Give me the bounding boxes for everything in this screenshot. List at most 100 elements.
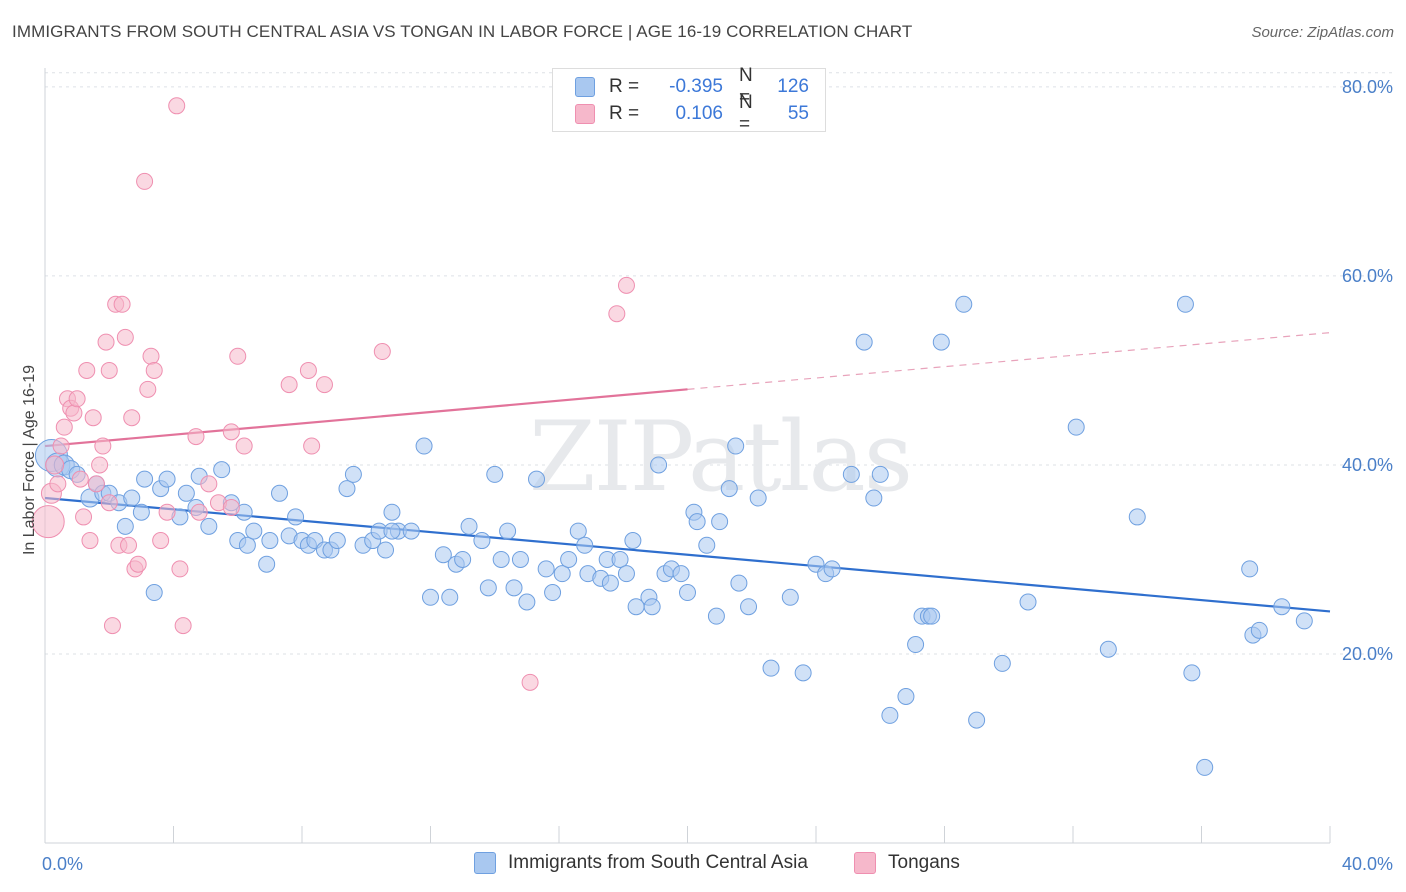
trend-line-blue <box>44 496 1331 613</box>
data-point <box>91 456 109 474</box>
data-point <box>120 536 138 554</box>
trend-line-pink <box>44 388 688 448</box>
data-point <box>1295 612 1313 630</box>
data-point <box>871 465 889 483</box>
trend-lines <box>44 332 1331 613</box>
data-point <box>1250 621 1268 639</box>
data-point <box>81 532 99 550</box>
data-point <box>698 536 716 554</box>
data-point <box>158 470 176 488</box>
data-point <box>145 584 163 602</box>
data-point <box>617 276 635 294</box>
data-point <box>68 390 86 408</box>
data-point <box>84 409 102 427</box>
data-point <box>1019 593 1037 611</box>
data-point <box>171 560 189 578</box>
data-point <box>123 409 141 427</box>
data-point <box>100 361 118 379</box>
y-tick-label: 20.0% <box>1342 644 1393 664</box>
correlation-legend: R = -0.395 N = 126 R = 0.106 N = 55 <box>552 65 826 135</box>
r-value: 0.106 <box>675 103 723 124</box>
data-point <box>823 560 841 578</box>
series-label: Tongans <box>888 852 960 873</box>
data-point <box>460 517 478 535</box>
data-point <box>100 494 118 512</box>
data-point <box>865 489 883 507</box>
data-point <box>537 560 555 578</box>
n-label: N = <box>739 92 753 135</box>
legend-row-south-central-asia: R = -0.395 N = 126 <box>575 65 809 108</box>
data-point <box>280 376 298 394</box>
data-point <box>679 584 696 602</box>
data-point <box>31 505 65 539</box>
data-point <box>740 598 758 616</box>
y-tick-label: 80.0% <box>1342 77 1393 97</box>
data-point <box>955 295 973 313</box>
data-point <box>97 333 115 351</box>
data-point <box>727 437 745 455</box>
series-swatch-pink <box>854 852 876 874</box>
data-point <box>422 588 439 606</box>
n-value: 126 <box>777 76 809 97</box>
series-legend-tongans[interactable]: Tongans <box>854 852 960 874</box>
data-point <box>601 574 619 592</box>
data-point <box>993 654 1011 672</box>
data-point <box>881 706 899 724</box>
n-value: 55 <box>787 103 809 124</box>
r-label: R = <box>609 103 640 124</box>
data-point <box>142 347 160 365</box>
data-point <box>650 456 668 474</box>
series-legend: Immigrants from South Central Asia Tonga… <box>0 852 1406 878</box>
data-point <box>720 480 738 498</box>
legend-swatch-pink <box>575 104 595 124</box>
data-point <box>145 361 163 379</box>
data-point <box>315 376 333 394</box>
data-point <box>762 659 780 677</box>
data-point <box>383 522 401 540</box>
data-point <box>52 437 70 455</box>
data-point <box>402 522 420 540</box>
data-point <box>55 418 73 436</box>
data-point <box>103 617 121 635</box>
data-point <box>94 437 112 455</box>
data-point <box>415 437 433 455</box>
x-tick-label: 40.0% <box>1342 854 1393 874</box>
data-point <box>65 404 83 422</box>
data-point <box>187 428 205 446</box>
data-point <box>258 555 276 573</box>
n-label: N = <box>739 65 753 108</box>
data-point <box>711 513 729 531</box>
data-point <box>672 565 690 583</box>
data-point <box>129 555 147 573</box>
data-point <box>454 550 472 568</box>
data-points <box>31 97 1313 776</box>
data-point <box>132 503 150 521</box>
data-point <box>136 172 154 190</box>
data-point <box>1176 295 1194 313</box>
data-point <box>213 461 231 479</box>
data-point <box>617 565 635 583</box>
series-legend-south-central-asia[interactable]: Immigrants from South Central Asia <box>474 852 808 874</box>
grid-lines <box>45 72 1392 655</box>
data-point <box>781 588 799 606</box>
data-point <box>441 588 459 606</box>
chart-source: Source: ZipAtlas.com <box>1251 24 1394 41</box>
data-point <box>707 607 725 625</box>
data-point <box>174 617 192 635</box>
data-point <box>338 480 356 498</box>
data-point <box>1067 418 1085 436</box>
data-point <box>245 522 263 540</box>
data-point <box>842 465 860 483</box>
data-point <box>688 513 706 531</box>
series-label: Immigrants from South Central Asia <box>508 852 808 873</box>
data-point <box>271 484 289 502</box>
data-point <box>152 532 170 550</box>
data-point <box>287 508 305 526</box>
data-point <box>373 343 391 361</box>
data-point <box>932 333 950 351</box>
data-point <box>968 711 986 729</box>
data-point <box>897 688 915 706</box>
data-point <box>200 475 218 493</box>
data-point <box>261 532 279 550</box>
data-point <box>158 503 176 521</box>
